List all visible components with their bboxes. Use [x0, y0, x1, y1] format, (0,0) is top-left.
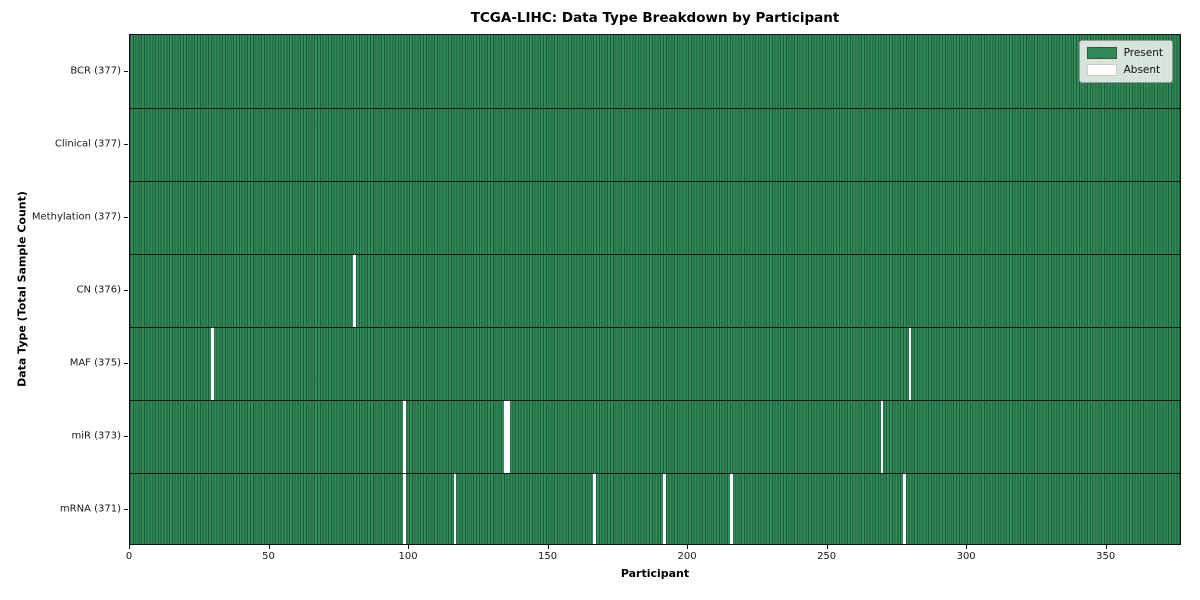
y-tick-mark: [124, 508, 128, 510]
x-tick-mark: [966, 545, 968, 549]
row-divider: [130, 400, 1180, 401]
absent-stripe: [902, 473, 906, 544]
absent-stripe: [729, 473, 733, 544]
y-tick-mark: [124, 289, 128, 291]
x-tick-mark: [687, 545, 689, 549]
absent-stripe: [506, 400, 510, 473]
y-tick-label: MAF (375): [69, 357, 121, 368]
absent-stripe: [503, 400, 507, 473]
y-tick-mark: [124, 70, 128, 72]
heatmap-row: [130, 473, 1180, 544]
x-tick-label: 250: [817, 551, 837, 562]
legend: Present Absent: [1078, 40, 1173, 83]
x-tick-label: 50: [262, 551, 275, 562]
y-tick-mark: [124, 143, 128, 145]
y-tick-label: CN (376): [76, 284, 121, 295]
row-divider: [130, 327, 1180, 328]
row-divider: [130, 181, 1180, 182]
x-tick-label: 100: [398, 551, 418, 562]
x-tick-mark: [826, 545, 828, 549]
absent-stripe: [403, 473, 407, 544]
x-tick-mark: [1105, 545, 1107, 549]
heatmap-row: [130, 35, 1180, 108]
legend-item-absent: Absent: [1086, 64, 1163, 76]
plot-area: [129, 34, 1181, 545]
heatmap-row: [130, 108, 1180, 181]
y-tick-mark: [124, 435, 128, 437]
heatmap-row: [130, 181, 1180, 254]
x-tick-label: 0: [125, 551, 133, 562]
heatmap-row: [130, 254, 1180, 327]
absent-stripe: [403, 400, 407, 473]
heatmap-row: [130, 400, 1180, 473]
legend-label-absent: Absent: [1123, 64, 1161, 76]
absent-stripe: [593, 473, 596, 544]
chart-title: TCGA-LIHC: Data Type Breakdown by Partic…: [470, 10, 840, 26]
y-tick-mark: [124, 362, 128, 364]
legend-swatch-present-icon: [1086, 47, 1117, 59]
absent-stripe: [908, 327, 912, 400]
y-tick-label: mRNA (371): [59, 503, 121, 514]
absent-stripe: [662, 473, 666, 544]
x-tick-label: 350: [1096, 551, 1116, 562]
row-divider: [130, 473, 1180, 474]
x-axis-label: Participant: [620, 567, 690, 580]
absent-stripe: [210, 327, 214, 400]
legend-label-present: Present: [1123, 47, 1163, 59]
absent-stripe: [880, 400, 884, 473]
x-tick-mark: [547, 545, 549, 549]
heatmap-row: [130, 327, 1180, 400]
legend-item-present: Present: [1086, 47, 1163, 59]
absent-stripe: [453, 473, 457, 544]
row-divider: [130, 254, 1180, 255]
legend-swatch-absent-icon: [1086, 64, 1117, 76]
x-tick-label: 300: [956, 551, 976, 562]
absent-stripe: [353, 254, 357, 327]
x-tick-label: 200: [677, 551, 697, 562]
x-tick-label: 150: [538, 551, 558, 562]
x-tick-mark: [408, 545, 410, 549]
y-tick-mark: [124, 216, 128, 218]
y-tick-label: miR (373): [71, 430, 121, 441]
row-divider: [130, 108, 1180, 109]
y-tick-label: Methylation (377): [31, 211, 121, 222]
y-tick-label: BCR (377): [70, 65, 121, 76]
y-tick-label: Clinical (377): [54, 138, 121, 149]
x-tick-mark: [268, 545, 270, 549]
x-tick-mark: [129, 545, 130, 549]
